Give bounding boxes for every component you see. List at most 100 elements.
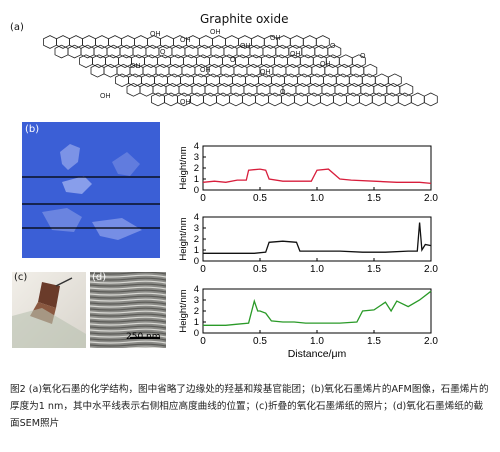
hex-ring <box>410 92 425 107</box>
y-tick-label: 4 <box>194 284 199 295</box>
y-tick-label: 3 <box>194 152 199 163</box>
figure-caption: 图2 (a)氧化石墨的化学结构，图中省略了边缘处的羟基和羧基官能团；(b)氧化石… <box>10 384 489 429</box>
chart-frame <box>202 216 432 262</box>
hex-ring <box>103 63 118 78</box>
y-axis-label: Height/nm <box>178 289 189 332</box>
x-axis-label: Distance/μm <box>288 348 347 360</box>
hex-ring <box>139 82 154 97</box>
functional-group-label: OH <box>210 29 221 36</box>
hex-ring <box>151 92 165 107</box>
y-tick-label: 1 <box>194 245 199 256</box>
hex-ring <box>241 92 256 107</box>
hex-ring <box>203 92 217 107</box>
hex-ring <box>397 92 412 107</box>
y-axis-label: Height/nm <box>178 217 189 260</box>
hex-ring <box>423 92 438 107</box>
x-tick-label: 0.5 <box>253 264 267 275</box>
y-tick-label: 4 <box>194 212 199 223</box>
x-tick-label: 1.0 <box>310 193 324 204</box>
hex-ring <box>371 92 386 107</box>
hex-ring <box>164 92 178 107</box>
y-tick-label: 3 <box>194 295 199 306</box>
hex-ring <box>363 63 378 78</box>
functional-group-label: OH <box>100 93 111 100</box>
x-tick-label: 0 <box>200 336 206 347</box>
sem-scalebar: 250 nm <box>126 332 161 342</box>
functional-group-label: OH <box>320 61 331 68</box>
functional-group-label: O <box>330 43 336 50</box>
panel-c-label: (c) <box>14 272 28 283</box>
functional-group-label: O <box>160 49 166 56</box>
hex-ring <box>67 44 82 59</box>
x-tick-label: 1.5 <box>367 264 381 275</box>
x-tick-label: 1.0 <box>310 336 324 347</box>
sem-image <box>90 272 166 348</box>
x-tick-label: 0 <box>200 193 206 204</box>
x-tick-label: 2.0 <box>424 193 438 204</box>
y-tick-label: 4 <box>194 141 199 152</box>
hex-ring <box>126 82 141 97</box>
hex-ring <box>228 92 243 107</box>
x-tick-label: 2.0 <box>424 336 438 347</box>
hex-ring <box>293 92 308 107</box>
y-axis-label: Height/nm <box>178 146 189 189</box>
hex-ring <box>351 54 366 68</box>
hex-ring <box>399 82 414 97</box>
graphite-oxide-title: Graphite oxide <box>200 12 289 26</box>
hex-ring <box>43 35 57 49</box>
height-trace-line <box>202 168 432 185</box>
functional-group-label: OH <box>260 69 271 76</box>
hex-ring <box>254 92 269 107</box>
functional-group-label: O <box>230 57 236 64</box>
functional-group-label: OH <box>180 99 191 106</box>
functional-group-label: OH <box>270 35 281 42</box>
hex-ring <box>306 92 321 107</box>
y-tick-label: 0 <box>194 256 199 267</box>
hex-ring <box>315 35 330 49</box>
y-tick-label: 1 <box>194 174 199 185</box>
height-trace-line <box>203 222 432 254</box>
panel-d-label: (d) <box>92 272 107 283</box>
hex-ring <box>90 63 105 78</box>
functional-group-label: O <box>360 53 366 60</box>
x-tick-label: 0.5 <box>253 193 267 204</box>
height-trace-line <box>203 290 432 326</box>
functional-group-label: OH <box>240 43 251 50</box>
hex-ring <box>358 92 373 107</box>
x-tick-label: 1.5 <box>367 336 381 347</box>
chart-frame <box>202 145 432 191</box>
functional-group-label: OH <box>180 37 191 44</box>
y-tick-label: 2 <box>194 306 199 317</box>
hex-ring <box>319 92 334 107</box>
functional-group-label: OH <box>200 67 211 74</box>
functional-group-label: O <box>280 89 286 96</box>
x-tick-label: 1.5 <box>367 193 381 204</box>
hex-ring <box>327 44 342 59</box>
functional-group-label: OH <box>130 63 141 70</box>
x-tick-label: 2.0 <box>424 264 438 275</box>
y-tick-label: 2 <box>194 163 199 174</box>
hex-ring <box>190 92 204 107</box>
hex-ring <box>332 92 347 107</box>
panel-a-label: (a) <box>10 22 24 33</box>
x-tick-label: 0.5 <box>253 336 267 347</box>
afm-image <box>22 122 160 258</box>
hex-ring <box>387 73 402 88</box>
graphite-oxide-structure: OH OH OH OH OH OH OH OH OH OH OH OH O O O O O <box>43 29 438 107</box>
x-tick-label: 0 <box>200 264 206 275</box>
hex-ring <box>384 92 399 107</box>
functional-group-label: OH <box>290 51 301 58</box>
hex-ring <box>54 44 69 59</box>
x-tick-label: 1.0 <box>310 264 324 275</box>
y-tick-label: 2 <box>194 234 199 245</box>
folded-paper-photo <box>12 272 86 348</box>
hex-ring <box>216 92 230 107</box>
y-tick-label: 3 <box>194 223 199 234</box>
y-tick-label: 1 <box>194 317 199 328</box>
y-tick-label: 0 <box>194 328 199 339</box>
functional-group-label: OH <box>150 31 161 38</box>
panel-b-label: (b) <box>25 124 40 135</box>
y-tick-label: 0 <box>194 185 199 196</box>
hex-ring <box>115 73 129 88</box>
